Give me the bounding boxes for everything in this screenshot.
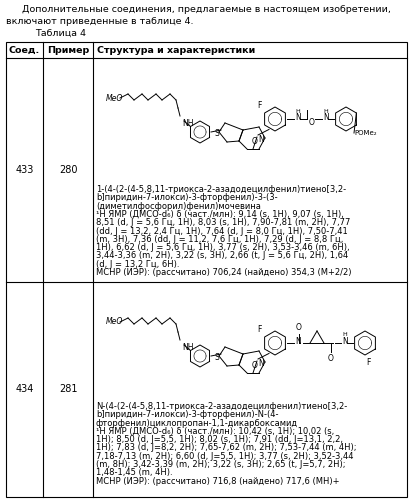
Text: O: O (252, 137, 258, 146)
Text: 434: 434 (15, 385, 34, 395)
Text: MeO: MeO (106, 317, 123, 326)
Text: 1-(4-(2-(4-5,8,11-триокса-2-азадодецилфенил)тиено[3,2-: 1-(4-(2-(4-5,8,11-триокса-2-азадодецилфе… (96, 185, 346, 194)
Text: Структура и характеристики: Структура и характеристики (97, 45, 255, 54)
Text: 8,51 (d, J = 5,6 Гц, 1H), 8,03 (s, 1H), 7,90-7,81 (m, 2H), 7,77: 8,51 (d, J = 5,6 Гц, 1H), 8,03 (s, 1H), … (96, 218, 350, 227)
Text: H: H (342, 332, 347, 337)
Text: Дополнительные соединения, предлагаемые в настоящем изобретении,: Дополнительные соединения, предлагаемые … (22, 5, 391, 14)
Text: 433: 433 (15, 165, 34, 175)
Text: S: S (215, 129, 219, 138)
Text: S: S (215, 352, 219, 361)
Text: F: F (366, 358, 370, 367)
Text: включают приведенные в таблице 4.: включают приведенные в таблице 4. (6, 17, 194, 26)
Text: 1H), 6,62 (d, J = 5,6 Гц, 1H), 3,77 (s, 2H), 3,53-3,46 (m, 6H),: 1H), 6,62 (d, J = 5,6 Гц, 1H), 3,77 (s, … (96, 243, 350, 252)
Text: N: N (342, 336, 348, 345)
Text: N: N (295, 112, 301, 121)
Text: Пример: Пример (47, 45, 89, 54)
Text: O: O (252, 360, 258, 369)
Text: H: H (323, 108, 328, 113)
Text: 7,18-7,13 (m, 2H); 6,60 (d, J=5,5, 1H); 3,77 (s, 2H); 3,52-3,44: 7,18-7,13 (m, 2H); 6,60 (d, J=5,5, 1H); … (96, 452, 354, 461)
Text: N: N (323, 112, 329, 121)
Text: NH: NH (182, 343, 194, 352)
Text: NH: NH (182, 119, 194, 128)
Text: O: O (296, 323, 302, 332)
Text: (m, 8H); 3,42-3,39 (m, 2H); 3,22 (s, 3H); 2,65 (t, J=5,7, 2H);: (m, 8H); 3,42-3,39 (m, 2H); 3,22 (s, 3H)… (96, 460, 346, 469)
Text: N-(4-(2-(4-5,8,11-триокса-2-азадодецилфенил)тиено[3,2-: N-(4-(2-(4-5,8,11-триокса-2-азадодецилфе… (96, 402, 347, 411)
Text: O: O (328, 354, 334, 363)
Text: МСНР (ИЭР): (рассчитано) 706,24 (найдено) 354,3 (М+2/2): МСНР (ИЭР): (рассчитано) 706,24 (найдено… (96, 268, 351, 277)
Text: (m, 3H), 7,36 (dd, J = 11,2, 7,6 Гц, 1H), 7,29 (d, J = 8,8 Гц,: (m, 3H), 7,36 (dd, J = 11,2, 7,6 Гц, 1H)… (96, 235, 343, 244)
Text: (диметилфосфорил)фенил)мочевина: (диметилфосфорил)фенил)мочевина (96, 202, 261, 211)
Text: 281: 281 (59, 385, 77, 395)
Text: 280: 280 (59, 165, 77, 175)
Text: Таблица 4: Таблица 4 (35, 29, 86, 38)
Text: N: N (295, 336, 301, 345)
Text: (dd, J = 13,2, 2,4 Гц, 1H), 7,64 (d, J = 8,0 Гц, 1H), 7,50-7,41: (dd, J = 13,2, 2,4 Гц, 1H), 7,64 (d, J =… (96, 227, 348, 236)
Text: MeO: MeO (106, 93, 123, 102)
Text: N: N (258, 136, 264, 145)
Text: b]пиридин-7-илокси)-3-фторфенил)-3-(3-: b]пиридин-7-илокси)-3-фторфенил)-3-(3- (96, 193, 278, 202)
Text: N: N (258, 359, 264, 368)
Text: Соед.: Соед. (9, 45, 40, 54)
Text: b]пиридин-7-илокси)-3-фторфенил)-N-(4-: b]пиридин-7-илокси)-3-фторфенил)-N-(4- (96, 410, 278, 419)
Text: (d, J = 13,2 Гц, 6H).: (d, J = 13,2 Гц, 6H). (96, 259, 180, 268)
Text: POMe₂: POMe₂ (354, 130, 377, 136)
Text: 1H); 8,50 (d, J=5,5, 1H); 8,02 (s, 1H); 7,91 (dd, J=13,1, 2,2,: 1H); 8,50 (d, J=5,5, 1H); 8,02 (s, 1H); … (96, 435, 343, 444)
Text: ¹Н ЯМР (ДМСО-d₆) δ (част./млн): 10,42 (s, 1H); 10,02 (s,: ¹Н ЯМР (ДМСО-d₆) δ (част./млн): 10,42 (s… (96, 427, 334, 436)
Text: фторфенил)циклопропан-1,1-дикарбоксамид: фторфенил)циклопропан-1,1-дикарбоксамид (96, 419, 298, 428)
Text: H: H (295, 108, 300, 113)
Text: 1,48-1,45 (m, 4H).: 1,48-1,45 (m, 4H). (96, 469, 173, 478)
Text: F: F (257, 324, 261, 333)
Text: 1H); 7,83 (d, J=8,2, 2H); 7,65-7,62 (m, 2H); 7,53-7,44 (m, 4H);: 1H); 7,83 (d, J=8,2, 2H); 7,65-7,62 (m, … (96, 444, 356, 453)
Text: МСНР (ИЭР): (рассчитано) 716,8 (найдено) 717,6 (МН)+: МСНР (ИЭР): (рассчитано) 716,8 (найдено)… (96, 477, 339, 486)
Text: O: O (309, 117, 315, 127)
Text: F: F (257, 100, 261, 109)
Text: 3,44-3,36 (m, 2H), 3,22 (s, 3H), 2,66 (t, J = 5,6 Гц, 2H), 1,64: 3,44-3,36 (m, 2H), 3,22 (s, 3H), 2,66 (t… (96, 251, 348, 260)
Text: ¹Н ЯМР (ДМСО-d₆) δ (част./млн): 9,14 (s, 1H), 9,07 (s, 1H),: ¹Н ЯМР (ДМСО-d₆) δ (част./млн): 9,14 (s,… (96, 210, 344, 219)
